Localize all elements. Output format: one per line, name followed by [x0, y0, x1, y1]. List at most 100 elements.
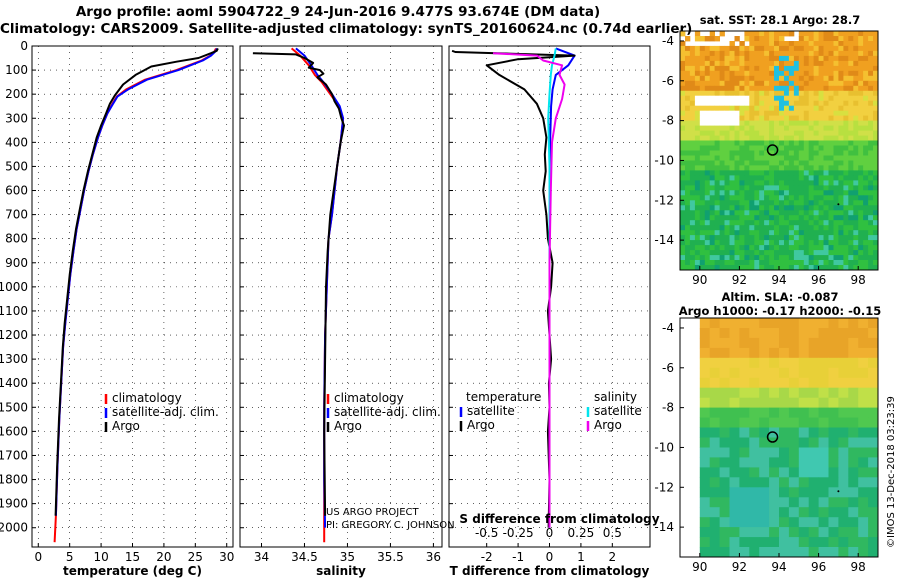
sst-map-cell: [843, 80, 849, 87]
sst-map-cell: [764, 70, 770, 77]
sla-map-cell: [739, 318, 750, 329]
sla-map-cell: [739, 477, 750, 488]
sla-map-cell: [838, 487, 849, 498]
sst-map-cell: [784, 205, 790, 211]
sla-map-cell: [868, 517, 879, 528]
sst-map-cell: [749, 260, 755, 266]
sst-map-cell: [873, 31, 879, 37]
sst-map-cell: [719, 260, 725, 266]
sst-map-cell: [704, 260, 711, 266]
sst-map-cell: [838, 50, 844, 57]
sst-map-cell: [734, 95, 740, 102]
sla-map-cell: [788, 467, 800, 478]
sst-map-cell: [685, 215, 691, 221]
sst-map-cell: [680, 185, 686, 191]
sst-map-cell: [858, 160, 864, 166]
sst-map-cell: [818, 135, 824, 141]
sst-map-cell: [808, 200, 814, 206]
sst-map-cell: [863, 120, 869, 126]
sst-map-cell: [828, 190, 834, 196]
sst-map-cell: [680, 220, 686, 226]
sst-map-cell: [833, 195, 839, 201]
sla-map-cell: [848, 497, 859, 508]
sst-map-cell: [744, 150, 750, 156]
sst-map-cell: [734, 60, 740, 67]
sst-map-cell: [749, 50, 755, 57]
sst-map-cell: [689, 140, 696, 146]
sst-map-cell: [823, 235, 829, 241]
sst-map-cell: [764, 255, 770, 261]
sst-map-cell: [843, 90, 849, 97]
sst-map-cell: [833, 180, 839, 186]
sst-map-cell: [843, 220, 849, 226]
sst-map-cell: [749, 130, 755, 136]
sst-map-cell: [813, 215, 819, 221]
sst-map-cell: [793, 135, 800, 141]
sst-map-cell: [779, 45, 785, 52]
sla-map-cell: [779, 487, 790, 498]
sst-map-cell: [848, 95, 854, 102]
sst-map-cell: [744, 125, 750, 131]
sst-map-cell: [803, 230, 810, 236]
sst-map-cell: [744, 50, 750, 57]
sla-map-cell: [749, 517, 760, 528]
sst-map-cell: [828, 130, 834, 136]
sst-map-cell: [853, 55, 859, 62]
sst-map-cell: [739, 235, 745, 241]
sst-map-cell: [699, 190, 706, 196]
sla-map-cell: [858, 328, 869, 339]
sst-map-cell: [788, 55, 795, 62]
sst-map-cell: [754, 95, 760, 102]
sst-map-cell: [759, 200, 765, 206]
sst-map-cell: [848, 220, 854, 226]
sst-map-cell: [863, 255, 869, 261]
sst-map-cell: [719, 95, 725, 102]
sst-map-cell: [714, 230, 720, 236]
sla-map-cell: [769, 397, 780, 409]
sst-map-cell: [744, 200, 750, 206]
sst-map-cell: [694, 60, 701, 67]
sst-map-cell: [838, 190, 844, 196]
sst-map-cell: [680, 235, 686, 241]
sst-map-field: [680, 31, 879, 271]
sst-map-cell: [754, 70, 760, 77]
sst-map-cell: [749, 200, 755, 206]
sst-map-cell: [729, 200, 735, 206]
sst-map-cell: [784, 90, 790, 97]
diff-t-legend-label: satellite: [467, 404, 515, 418]
sla-map-cell: [848, 387, 859, 399]
sla-map-cell: [848, 517, 859, 528]
sla-map-cell: [769, 367, 780, 379]
sst-map-cell: [759, 180, 765, 186]
sst-map-cell: [714, 150, 720, 156]
sst-map-cell: [843, 260, 849, 266]
depth-tick-label: 1800: [0, 473, 28, 487]
sst-map-cell: [774, 80, 780, 87]
sst-map-cell: [699, 235, 706, 241]
sla-map-cell: [798, 427, 810, 438]
sst-map-cell: [719, 60, 725, 67]
sst-map-cell: [823, 120, 829, 126]
sst-map-cell: [754, 60, 760, 67]
sst-map-cell: [749, 195, 755, 201]
sst-map-cell: [853, 50, 859, 57]
sst-map-cell: [873, 55, 879, 62]
sla-map-cell: [808, 337, 819, 349]
sst-map-cell: [858, 230, 864, 236]
sst-map-cell: [739, 220, 745, 226]
sst-map-cell: [873, 225, 879, 231]
sst-map-cell: [724, 180, 730, 186]
sst-map-cell: [694, 115, 701, 121]
sst-map-cell: [779, 265, 785, 271]
sst-map-cell: [714, 165, 720, 171]
sst-map-cell: [858, 45, 864, 52]
sst-map-cell: [823, 130, 829, 136]
sst-map-cell: [744, 140, 750, 146]
sst-map-cell: [769, 130, 775, 136]
sla-map-cell: [828, 527, 839, 538]
sst-map-cell: [798, 90, 805, 97]
sst-map-cell: [719, 80, 725, 87]
sst-map-cell: [774, 135, 780, 141]
sst-map-cell: [803, 105, 810, 112]
